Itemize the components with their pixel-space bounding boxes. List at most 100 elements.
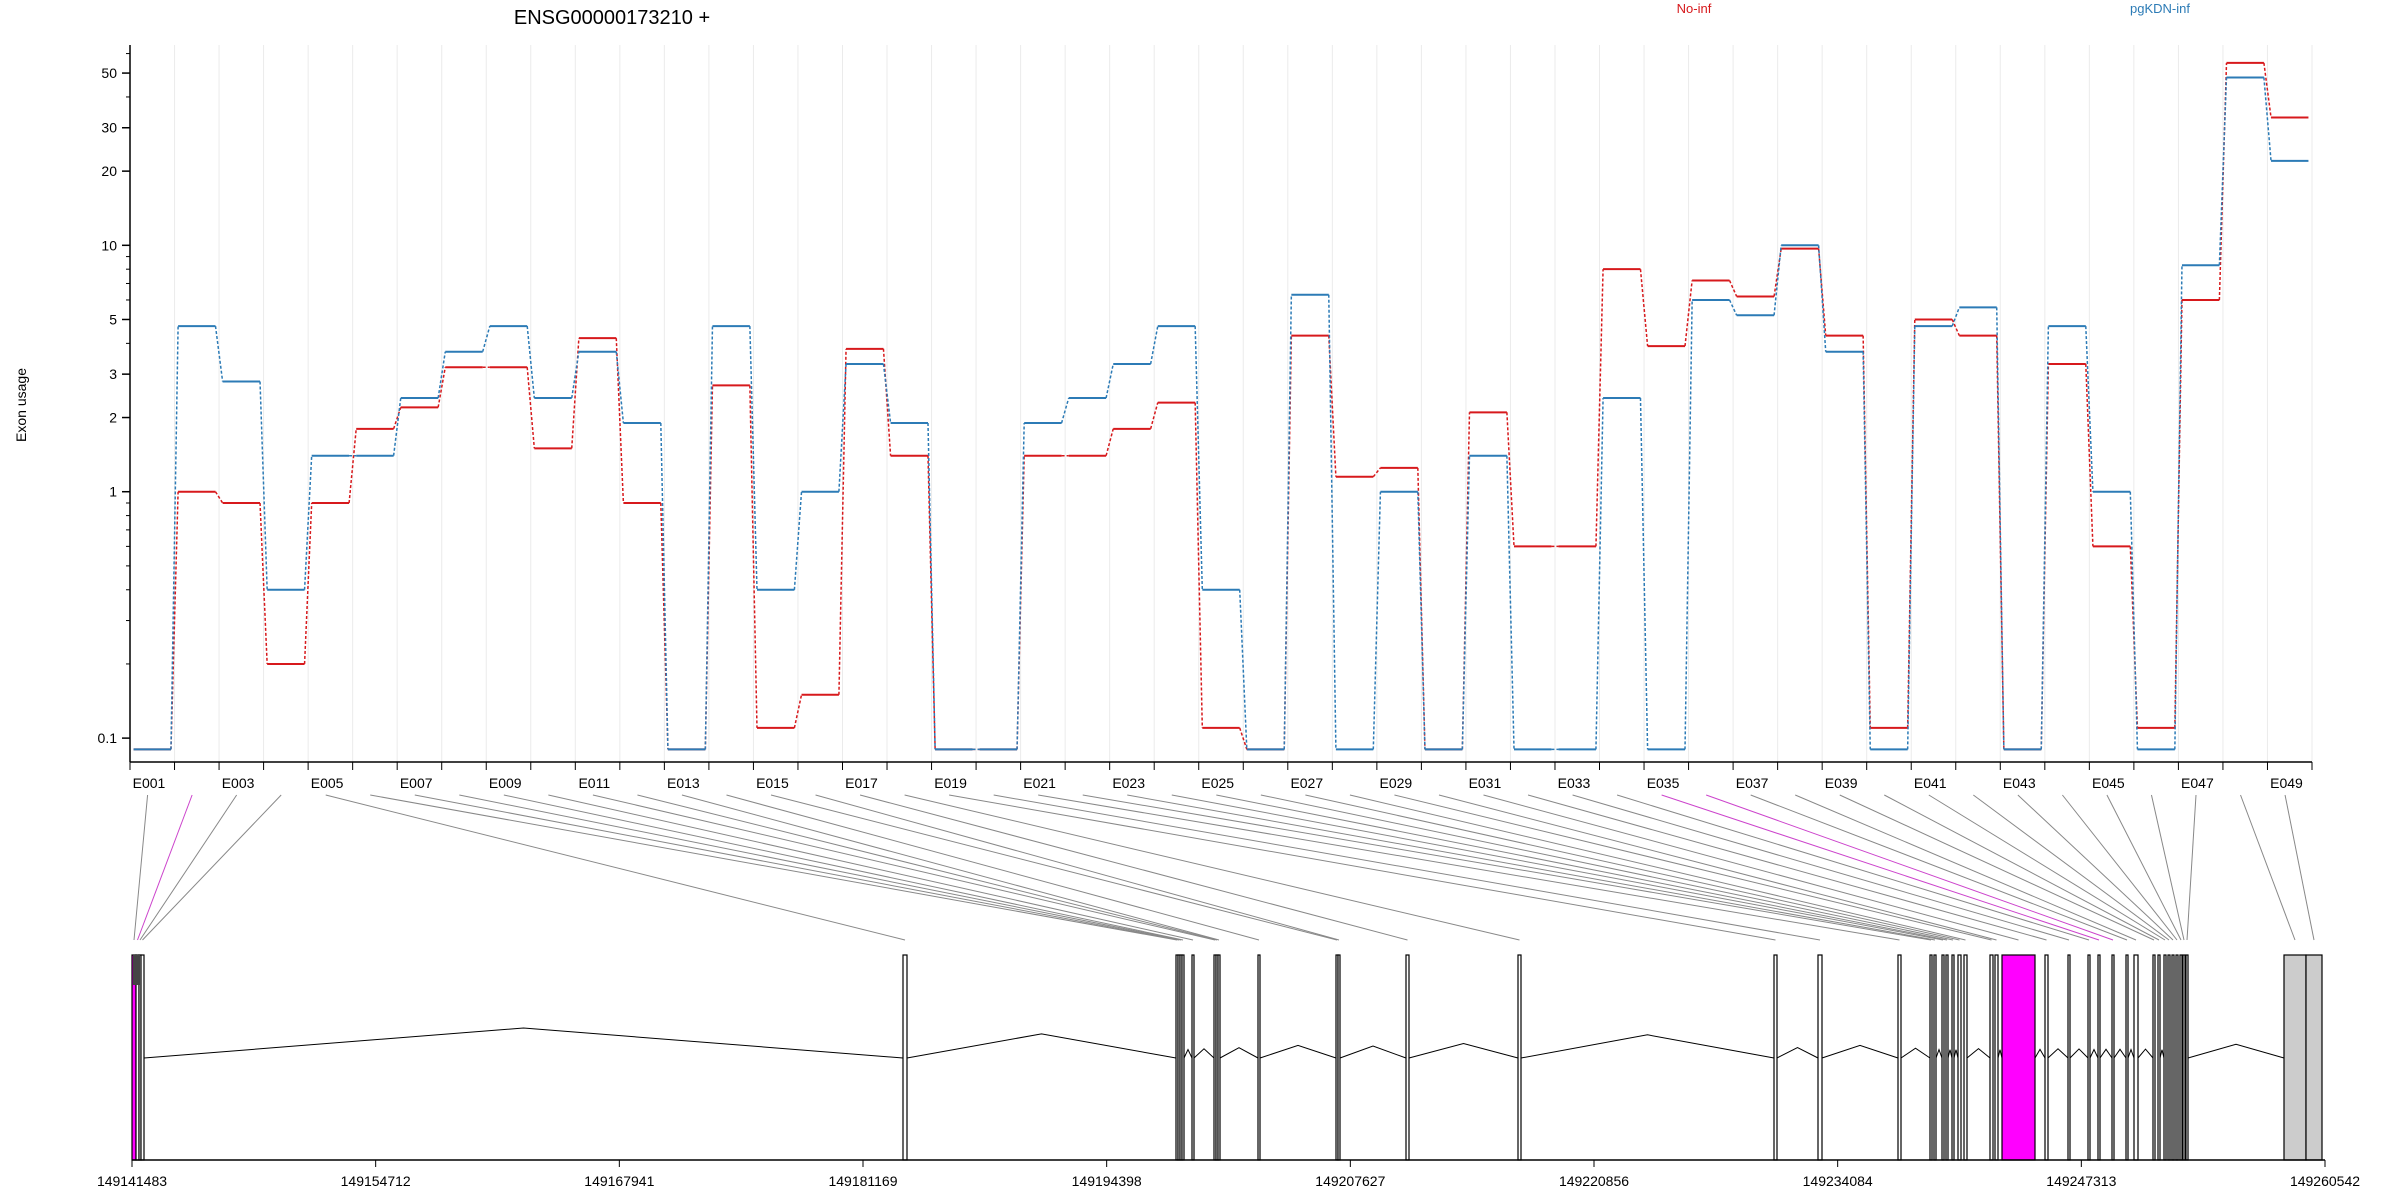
series-connector-pgkdn-inf	[1862, 351, 1872, 750]
x-tick-label: E025	[1201, 775, 1234, 791]
connector-line	[1394, 794, 1992, 941]
x-tick-label: E045	[2092, 775, 2125, 791]
series-connector-no-inf	[1506, 412, 1515, 547]
series-connector-no-inf	[214, 491, 224, 504]
legend-pgkdn-inf: pgKDN-inf	[2130, 1, 2190, 16]
series-connector-no-inf	[1194, 402, 1204, 728]
series-connector-pgkdn-inf	[2218, 77, 2228, 266]
connector-line	[1349, 794, 1966, 941]
connector-line	[1705, 794, 2114, 941]
intron-line	[1997, 1049, 2003, 1059]
series-connector-pgkdn-inf	[2174, 265, 2183, 750]
series-connector-pgkdn-inf	[481, 325, 491, 352]
exon-box-e031	[2001, 954, 2036, 1161]
series-connector-pgkdn-inf	[1506, 455, 1515, 750]
connector-line	[1038, 794, 1900, 941]
series-connector-no-inf	[1951, 319, 1961, 336]
exon-box-e046	[2182, 954, 2186, 1161]
connector-line	[1928, 794, 2166, 941]
exon-box-e001	[131, 954, 137, 1161]
series-lines	[133, 61, 2309, 751]
x-tick-label: E029	[1380, 775, 1413, 791]
connector-line	[1438, 794, 1997, 941]
connector-line	[1616, 794, 2090, 941]
connector-line	[637, 794, 1218, 941]
series-connector-pgkdn-inf	[1328, 294, 1337, 750]
exon-box-e045	[2179, 954, 2183, 1161]
y-tick-label: 5	[109, 311, 117, 327]
connector-line	[2017, 794, 2174, 941]
exon-box-e005	[902, 954, 908, 1161]
intron-line	[1520, 1034, 1775, 1059]
connector-line	[2186, 794, 2197, 941]
connector-line	[815, 794, 1340, 941]
exon-detail	[133, 955, 140, 985]
series-connector-no-inf	[1238, 727, 1248, 750]
exon-box-e029	[1989, 954, 1994, 1161]
intron-line	[143, 1027, 904, 1059]
series-connector-pgkdn-inf	[1016, 423, 1025, 750]
series-connector-pgkdn-inf	[927, 423, 936, 750]
connector-line	[459, 794, 1182, 941]
exon-box-e019	[1773, 954, 1778, 1161]
y-tick-label: 1	[109, 484, 117, 500]
intron-line	[906, 1033, 1177, 1059]
series-connector-pgkdn-inf	[1728, 299, 1738, 316]
exon-box-e021	[1897, 954, 1902, 1161]
series-connector-no-inf	[1595, 269, 1604, 547]
coordinate-label: 149234084	[1803, 1173, 1873, 1189]
connector-line	[1839, 794, 2155, 941]
x-tick-label: E021	[1023, 775, 1056, 791]
coordinate-label: 149207627	[1315, 1173, 1385, 1189]
y-axis: 0.1 1 2 3 5 10 20 30 50	[98, 45, 131, 762]
x-tick-label: E039	[1825, 775, 1858, 791]
exon-box-e027	[1957, 954, 1962, 1161]
series-connector-no-inf	[749, 385, 758, 728]
x-tick-label: E049	[2270, 775, 2303, 791]
exon-box-e047	[2185, 954, 2189, 1161]
connector-line	[592, 794, 1216, 941]
coordinate-label: 149167941	[584, 1173, 654, 1189]
genomic-coordinate-axis: 149141483 149154712 149167941 149181169 1491…	[97, 1159, 2360, 1189]
grid-lines	[129, 45, 2313, 762]
series-connector-pgkdn-inf	[1951, 307, 1961, 327]
intron-line	[2069, 1048, 2089, 1059]
series-connector-pgkdn-inf	[749, 326, 758, 590]
coordinate-label: 149194398	[1072, 1173, 1142, 1189]
connector-line	[414, 794, 1180, 941]
connector-line	[2106, 794, 2182, 941]
connector-line	[681, 794, 1220, 941]
intron-line	[1947, 1049, 1953, 1059]
intron-line	[1183, 1048, 1193, 1059]
x-tick-label: E041	[1914, 775, 1947, 791]
connector-line	[904, 794, 1520, 941]
connector-line	[1305, 794, 1960, 941]
exon-box-e017	[1405, 954, 1410, 1161]
series-connector-no-inf	[437, 367, 447, 408]
x-tick-label: E001	[133, 775, 166, 791]
series-connector-pgkdn-inf	[1194, 326, 1204, 590]
series-connector-no-inf	[1372, 467, 1382, 478]
exon-box-e032	[2044, 954, 2049, 1161]
exon-box-e048	[2283, 954, 2307, 1161]
intron-line	[1259, 1044, 1337, 1059]
series-connector-no-inf	[2263, 62, 2272, 118]
connector-line	[993, 794, 1821, 941]
series-connector-pgkdn-inf	[1238, 589, 1248, 750]
series-connector-pgkdn-inf	[1773, 245, 1782, 316]
connector-line	[139, 794, 238, 941]
connector-line	[1973, 794, 2170, 941]
exon-box-e022	[1929, 954, 1933, 1161]
series-connector-pgkdn-inf	[1817, 245, 1827, 352]
series-connector-pgkdn-inf	[2263, 77, 2272, 161]
coordinate-label: 149181169	[828, 1173, 897, 1189]
exon-box-e043	[2171, 954, 2175, 1161]
intron-line	[1219, 1047, 1259, 1059]
series-connector-no-inf	[1728, 280, 1738, 297]
exon-box-e044	[2175, 954, 2179, 1161]
exon-connector-lines	[133, 794, 2315, 941]
x-tick-label: E019	[934, 775, 967, 791]
x-tick-label: E013	[667, 775, 700, 791]
coordinate-label: 149260542	[2290, 1173, 2360, 1189]
exon-box-e038	[2133, 954, 2139, 1161]
